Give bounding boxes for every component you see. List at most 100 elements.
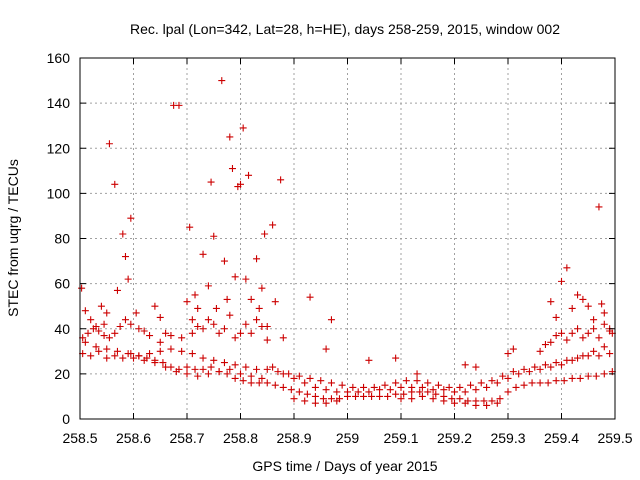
data-point xyxy=(156,313,164,321)
data-point xyxy=(590,325,598,333)
data-point xyxy=(349,383,357,391)
data-point xyxy=(472,401,480,409)
data-point xyxy=(365,388,373,396)
data-point xyxy=(333,397,341,405)
data-point xyxy=(162,329,170,337)
x-tick-label: 259.1 xyxy=(383,430,418,446)
data-point xyxy=(242,275,250,283)
data-point xyxy=(97,302,105,310)
data-point xyxy=(215,368,223,376)
data-point xyxy=(255,304,263,312)
data-point xyxy=(239,124,247,132)
y-tick-label: 0 xyxy=(62,411,70,427)
y-tick-label: 40 xyxy=(54,321,70,337)
data-point xyxy=(606,350,614,358)
data-point xyxy=(600,320,608,328)
data-point xyxy=(531,363,539,371)
data-point xyxy=(231,273,239,281)
data-point xyxy=(499,372,507,380)
data-point xyxy=(301,397,309,405)
data-point xyxy=(579,352,587,360)
data-point xyxy=(303,390,311,398)
data-point xyxy=(418,392,426,400)
data-point xyxy=(199,354,207,362)
data-point xyxy=(600,309,608,317)
data-point xyxy=(568,329,576,337)
data-point xyxy=(132,309,140,317)
data-point xyxy=(456,383,464,391)
data-point xyxy=(574,325,582,333)
data-point xyxy=(552,359,560,367)
data-point xyxy=(121,253,129,261)
data-point xyxy=(231,334,239,342)
data-point xyxy=(271,381,279,389)
data-point xyxy=(483,401,491,409)
data-point xyxy=(432,390,440,398)
data-point xyxy=(515,370,523,378)
data-point xyxy=(140,327,148,335)
data-point xyxy=(159,359,167,367)
data-point xyxy=(151,302,159,310)
data-point xyxy=(135,352,143,360)
data-point xyxy=(258,322,266,330)
data-point xyxy=(188,350,196,358)
data-point xyxy=(311,392,319,400)
data-point xyxy=(541,361,549,369)
data-point xyxy=(541,341,549,349)
data-point xyxy=(87,352,95,360)
x-tick-label: 259 xyxy=(336,430,360,446)
data-point xyxy=(279,334,287,342)
data-point xyxy=(103,354,111,362)
data-point xyxy=(295,388,303,396)
data-point xyxy=(245,171,253,179)
data-point xyxy=(520,365,528,373)
data-point xyxy=(504,350,512,358)
data-point xyxy=(568,304,576,312)
data-point xyxy=(512,383,520,391)
data-point xyxy=(429,386,437,394)
data-point xyxy=(127,320,135,328)
data-point xyxy=(552,332,560,340)
axis-ticks xyxy=(79,57,616,420)
y-tick-label: 160 xyxy=(47,50,71,66)
data-point xyxy=(261,230,269,238)
x-tick-label: 258.9 xyxy=(276,430,311,446)
y-tick-label: 120 xyxy=(47,140,71,156)
data-point xyxy=(354,388,362,396)
data-point xyxy=(493,399,501,407)
data-point xyxy=(579,334,587,342)
data-point xyxy=(218,77,226,85)
data-point xyxy=(319,395,327,403)
data-point xyxy=(105,140,113,148)
x-tick-label: 258.6 xyxy=(116,430,151,446)
data-point xyxy=(277,176,285,184)
data-point xyxy=(429,395,437,403)
data-point xyxy=(127,214,135,222)
data-point xyxy=(215,329,223,337)
data-point xyxy=(552,313,560,321)
data-point xyxy=(263,379,271,387)
data-point xyxy=(558,329,565,337)
data-point xyxy=(84,329,92,337)
data-point xyxy=(220,257,228,265)
data-point xyxy=(199,365,207,373)
data-point xyxy=(397,383,405,391)
data-point xyxy=(584,329,592,337)
data-point xyxy=(467,381,475,389)
data-point xyxy=(223,295,231,303)
y-axis-label: STEC from uqrg / TECUs xyxy=(5,159,21,317)
data-point xyxy=(595,352,603,360)
data-point xyxy=(100,320,108,328)
data-point xyxy=(183,370,191,378)
data-point xyxy=(434,381,442,389)
data-point xyxy=(162,363,170,371)
data-point xyxy=(488,397,496,405)
data-point xyxy=(146,332,154,340)
data-point xyxy=(100,332,108,340)
data-point xyxy=(124,350,132,358)
data-point xyxy=(424,388,432,396)
data-point xyxy=(247,295,255,303)
data-point xyxy=(386,386,394,394)
data-point xyxy=(590,347,598,355)
data-point xyxy=(579,295,587,303)
